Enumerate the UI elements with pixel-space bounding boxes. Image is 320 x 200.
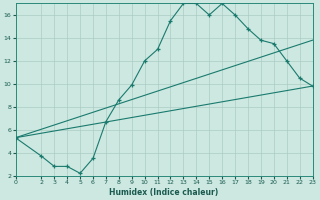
X-axis label: Humidex (Indice chaleur): Humidex (Indice chaleur) — [109, 188, 219, 197]
